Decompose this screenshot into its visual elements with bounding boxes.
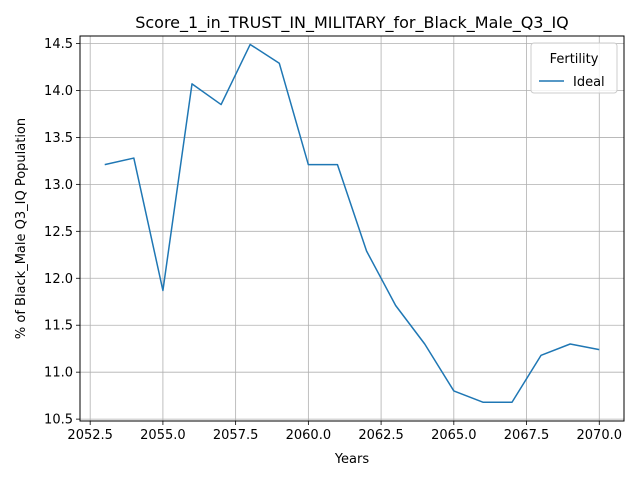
y-tick-label: 12.0	[44, 272, 73, 287]
chart-title: Score_1_in_TRUST_IN_MILITARY_for_Black_M…	[135, 13, 569, 33]
plot-frame	[79, 35, 625, 422]
y-tick-label: 14.5	[44, 37, 73, 52]
y-tick-label: 10.5	[44, 413, 73, 428]
y-tick-label: 13.5	[44, 131, 73, 146]
y-tick-label: 14.0	[44, 84, 73, 99]
legend-title: Fertility	[550, 52, 599, 67]
x-tick-label: 2052.5	[67, 428, 113, 443]
x-tick-label: 2070.0	[577, 428, 623, 443]
x-axis-ticks: 2052.5 2055.0 2057.5 2060.0 2062.5 2065.0 2067…	[67, 421, 622, 443]
y-tick-label: 13.0	[44, 178, 73, 193]
x-tick-label: 2065.0	[431, 428, 477, 443]
x-tick-label: 2060.0	[286, 428, 332, 443]
y-axis-ticks: 10.5 11.0 11.5 12.0 12.5 13.0 13.5 14.0 14.5	[44, 37, 80, 428]
y-tick-label: 11.5	[44, 319, 73, 334]
series-layer	[104, 43, 600, 403]
y-axis-title: % of Black_Male Q3_IQ Population	[14, 118, 29, 339]
series-line-ideal	[104, 43, 600, 403]
legend: Fertility Ideal	[530, 42, 618, 94]
y-tick-label: 11.0	[44, 366, 73, 381]
y-tick-label: 12.5	[44, 225, 73, 240]
x-tick-label: 2055.0	[140, 428, 186, 443]
x-tick-label: 2057.5	[213, 428, 259, 443]
x-tick-label: 2062.5	[358, 428, 404, 443]
legend-label-ideal: Ideal	[573, 75, 605, 90]
x-axis-title: Years	[334, 452, 370, 467]
grid-lines	[80, 36, 624, 421]
x-tick-label: 2067.5	[504, 428, 550, 443]
